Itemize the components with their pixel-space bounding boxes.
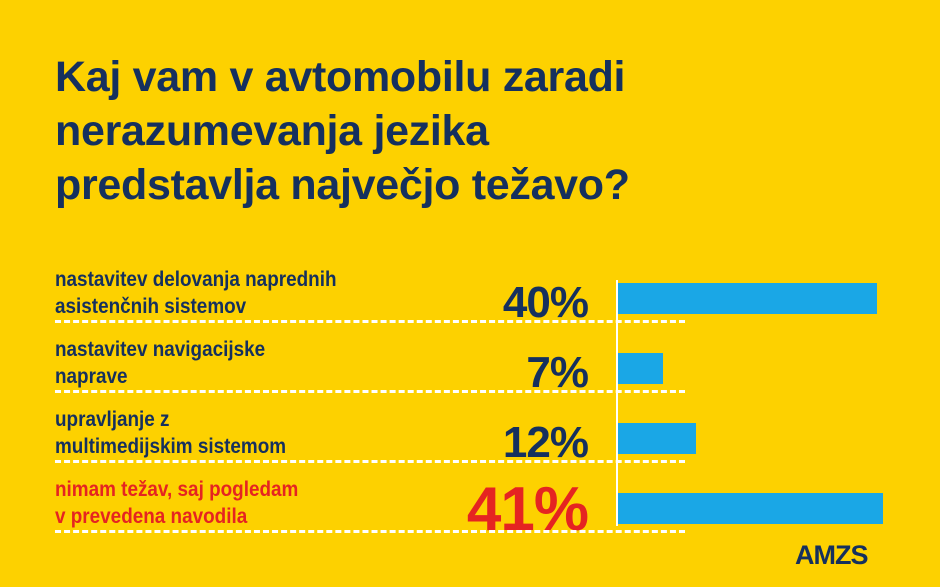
- category-label: nastavitev navigacijske naprave: [55, 336, 433, 390]
- bar: [618, 423, 696, 454]
- title-line: nerazumevanja jezika: [55, 107, 489, 155]
- category-label-line: upravljanje z: [55, 408, 170, 431]
- title-line: predstavlja največjo težavo?: [55, 161, 630, 209]
- category-label: upravljanje z multimedijskim sistemom: [55, 406, 433, 460]
- category-label-line: naprave: [55, 365, 128, 388]
- value-label: 12%: [502, 418, 589, 467]
- bar: [618, 283, 877, 314]
- row-divider: [55, 390, 685, 393]
- title-line: Kaj vam v avtomobilu zaradi: [55, 53, 626, 101]
- bar: [618, 493, 884, 524]
- category-label-line: asistenčnih sistemov: [55, 295, 247, 318]
- value-label: 41%: [466, 475, 589, 544]
- row-divider: [55, 530, 685, 533]
- chart-row: upravljanje z multimedijskim sistemom 12%: [0, 406, 940, 476]
- bar: [618, 353, 664, 384]
- category-label-line: nastavitev navigacijske: [55, 338, 266, 361]
- chart-row: nastavitev delovanja naprednih asistenčni…: [0, 266, 940, 336]
- chart-row: nastavitev navigacijske naprave 7%: [0, 336, 940, 406]
- value-label: 40%: [502, 278, 589, 327]
- chart-title: Kaj vam v avtomobilu zaradi nerazumevanj…: [55, 50, 855, 212]
- category-label: nastavitev delovanja naprednih asistenčni…: [55, 266, 433, 320]
- category-label-line: multimedijskim sistemom: [55, 435, 287, 458]
- row-divider: [55, 320, 685, 323]
- amzs-logo: AMZS: [795, 540, 868, 570]
- row-divider: [55, 460, 685, 463]
- category-label-line: nastavitev delovanja naprednih: [55, 268, 337, 291]
- chart-row: nimam težav, saj pogledam v prevedena nav…: [0, 475, 940, 546]
- category-label-line: v prevedena navodila: [55, 505, 248, 528]
- category-label-line: nimam težav, saj pogledam: [55, 478, 299, 501]
- category-label: nimam težav, saj pogledam v prevedena nav…: [55, 476, 433, 530]
- axis-line: [616, 280, 618, 526]
- value-label: 7%: [526, 348, 589, 397]
